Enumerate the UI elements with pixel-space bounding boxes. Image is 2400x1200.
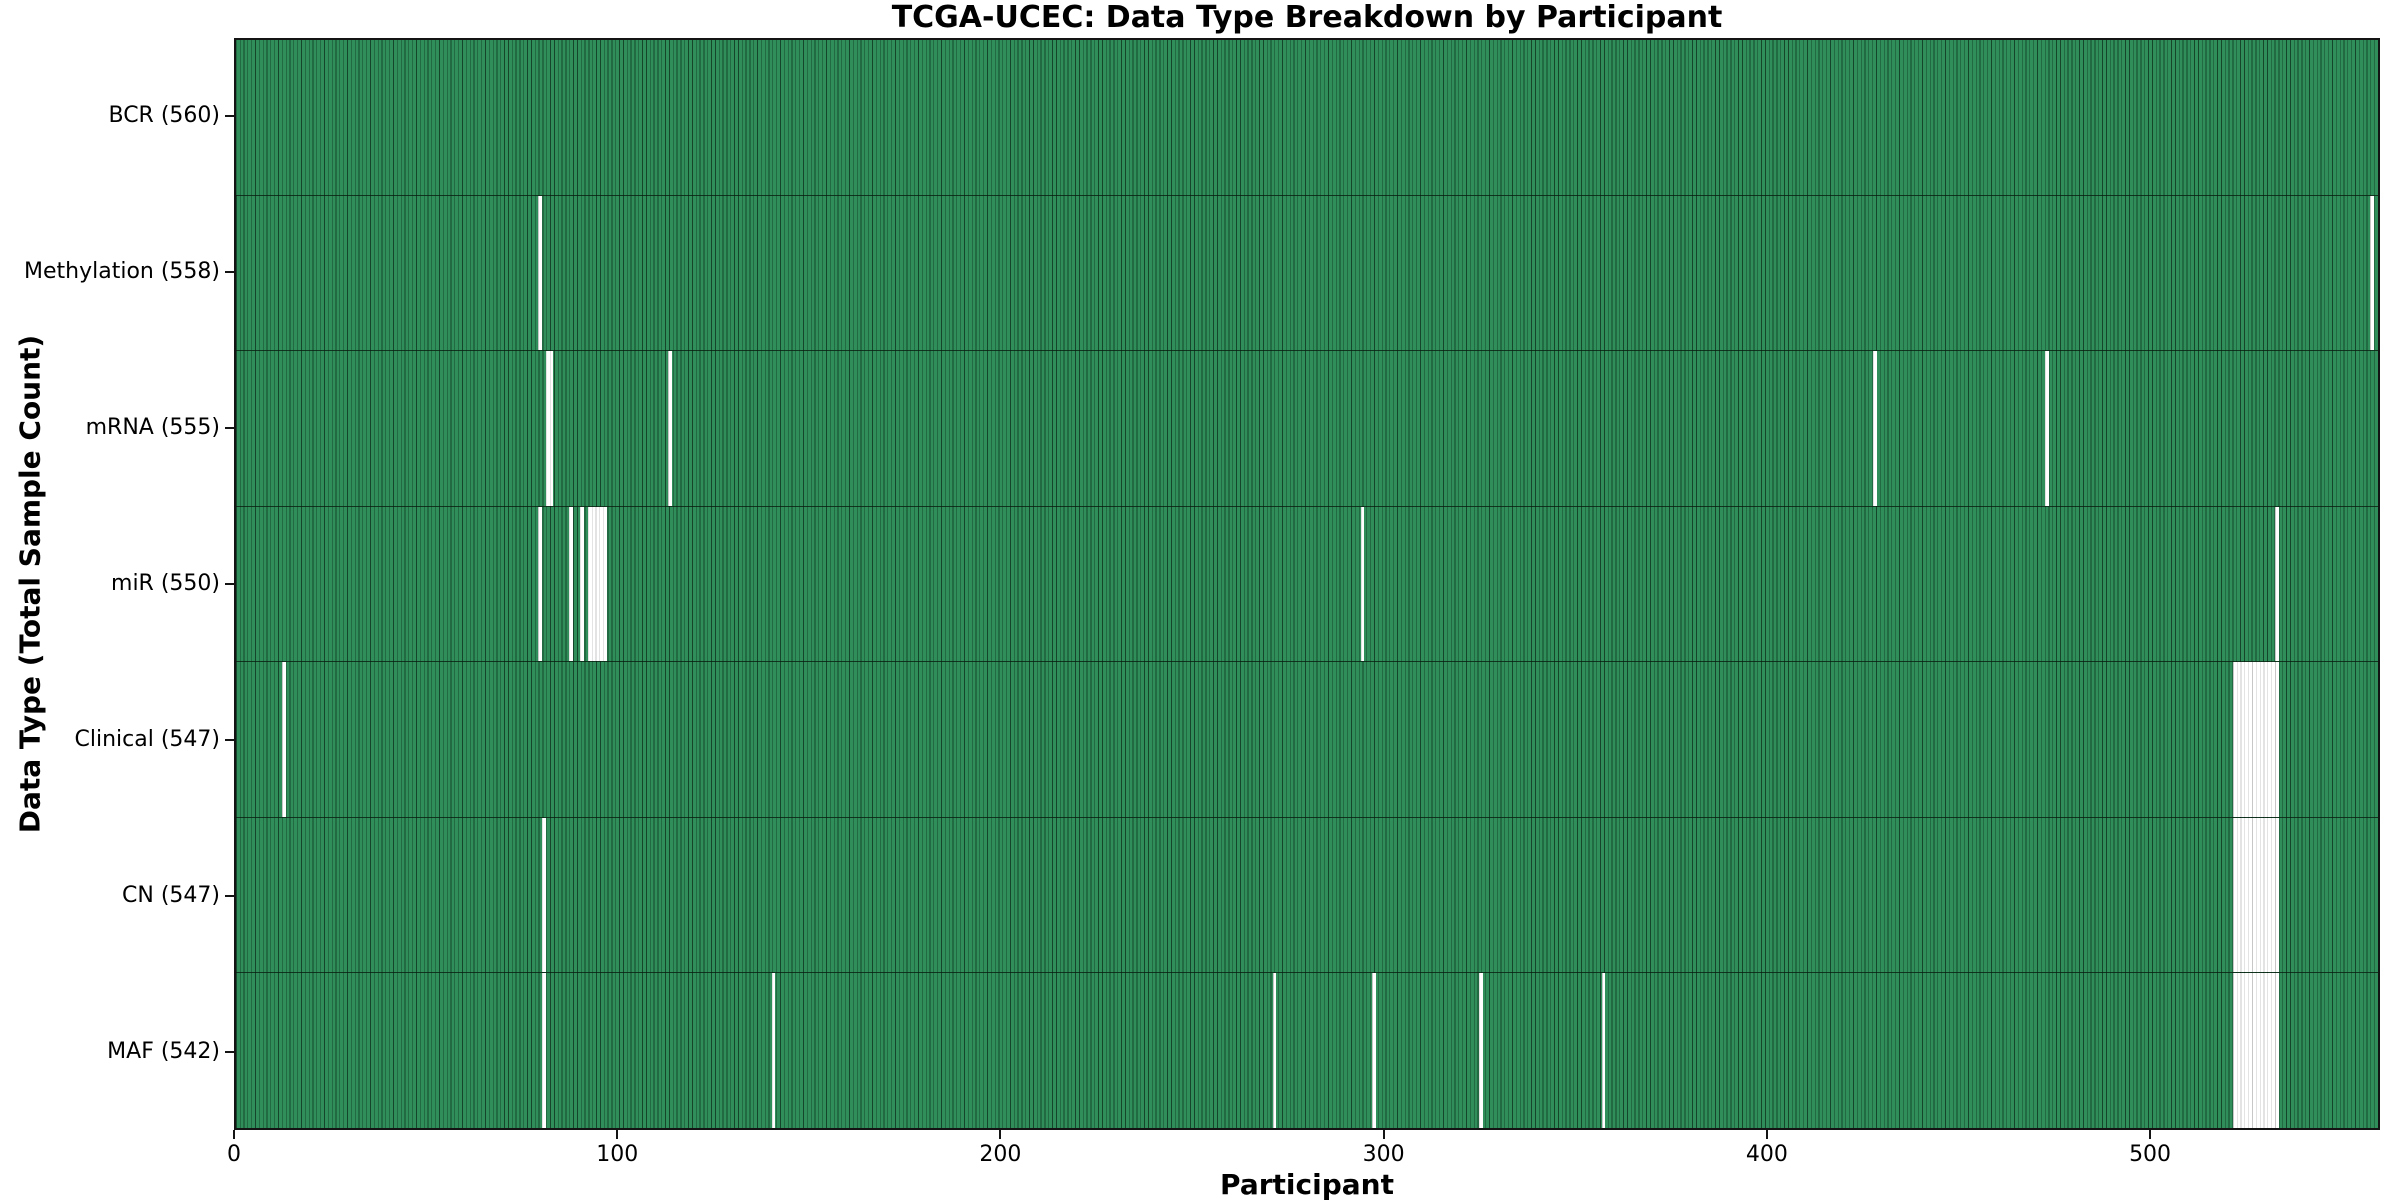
y-tick-mark: [225, 739, 234, 741]
x-tick-label-400: 400: [1745, 1142, 1788, 1167]
x-axis-label: Participant: [1220, 1168, 1394, 1200]
absent-cells-CN-80: [542, 817, 546, 973]
absent-cells-mRNA-81: [545, 351, 554, 506]
absent-cells-MAF-80: [542, 973, 546, 1129]
y-tick-mark: [225, 115, 234, 117]
absent-cells-Clinical-522: [2232, 662, 2279, 817]
absent-cells-Clinical-12: [281, 662, 286, 817]
y-tick-label-Clinical: Clinical (547): [74, 727, 220, 752]
absent-cells-miR-79: [538, 506, 542, 662]
x-tick-label-100: 100: [596, 1142, 639, 1167]
x-tick-label-0: 0: [227, 1142, 241, 1167]
heatmap-row-Methylation: [236, 194, 2378, 351]
y-tick-label-CN: CN (547): [122, 883, 220, 908]
y-tick-label-Methylation: Methylation (558): [24, 259, 220, 284]
x-tick-label-500: 500: [2129, 1142, 2172, 1167]
absent-cells-miR-294: [1360, 506, 1365, 662]
absent-cells-MAF-357: [1601, 973, 1606, 1129]
x-tick-mark: [1765, 1130, 1768, 1139]
y-tick-mark: [225, 427, 234, 429]
absent-cells-mRNA-113: [668, 351, 673, 506]
heatmap-row-MAF: [236, 972, 2378, 1129]
absent-cells-Methylation-558: [2370, 195, 2375, 351]
absent-cells-mRNA-473: [2045, 351, 2050, 506]
y-tick-label-mRNA: mRNA (555): [85, 415, 220, 440]
absent-cells-miR-90: [580, 506, 585, 662]
heatmap-row-CN: [236, 816, 2378, 973]
y-tick-mark: [225, 895, 234, 897]
y-tick-label-miR: miR (550): [111, 571, 220, 596]
y-tick-mark: [225, 271, 234, 273]
y-tick-label-MAF: MAF (542): [107, 1039, 220, 1064]
x-tick-mark: [2149, 1130, 2152, 1139]
heatmap-row-BCR: [236, 40, 2378, 195]
y-tick-mark: [225, 583, 234, 585]
absent-cells-MAF-522: [2232, 973, 2279, 1129]
plot-area: Present Absent: [234, 38, 2380, 1130]
x-tick-mark: [616, 1130, 619, 1139]
heatmap-rows: [236, 40, 2378, 1129]
absent-cells-miR-92: [587, 506, 607, 662]
x-tick-mark: [1382, 1130, 1385, 1139]
absent-cells-miR-87: [568, 506, 573, 662]
heatmap-row-mRNA: [236, 350, 2378, 506]
x-tick-label-300: 300: [1362, 1142, 1405, 1167]
heatmap-row-miR: [236, 505, 2378, 662]
y-tick-mark: [225, 1051, 234, 1053]
absent-cells-MAF-140: [771, 973, 776, 1129]
absent-cells-miR-533: [2274, 506, 2279, 662]
absent-cells-mRNA-428: [1873, 351, 1877, 506]
absent-cells-CN-522: [2232, 817, 2279, 973]
x-tick-mark: [233, 1130, 235, 1139]
absent-cells-MAF-297: [1372, 973, 1376, 1129]
x-tick-label-200: 200: [979, 1142, 1022, 1167]
heatmap-row-Clinical: [236, 661, 2378, 817]
absent-cells-MAF-271: [1272, 973, 1277, 1129]
absent-cells-Methylation-79: [538, 195, 542, 351]
y-tick-label-BCR: BCR (560): [108, 103, 220, 128]
x-tick-mark: [999, 1130, 1002, 1139]
absent-cells-MAF-325: [1479, 973, 1483, 1129]
chart-title: TCGA-UCEC: Data Type Breakdown by Partic…: [891, 0, 1723, 35]
